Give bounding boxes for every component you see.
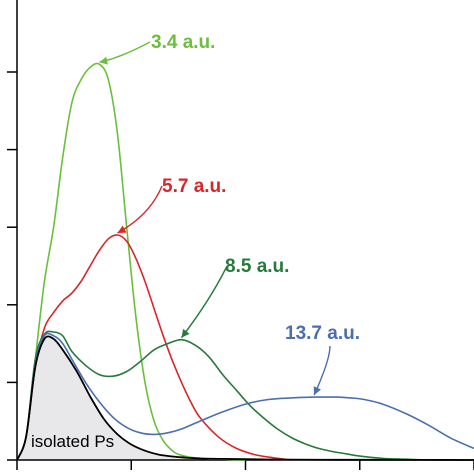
annotation-arrow	[99, 41, 151, 63]
annotation-arrowhead	[99, 56, 108, 65]
y-ticks	[7, 71, 17, 461]
series-lines	[16, 62, 474, 461]
label-8-5-au: 8.5 a.u.	[225, 256, 289, 277]
isolated-ps-shaded-area	[17, 336, 474, 460]
label-isolated-ps: isolated Ps	[31, 432, 114, 451]
series-line-8-5-a-u-	[16, 330, 429, 461]
annotation-arrow	[180, 267, 227, 339]
series-line-isolated-ps	[16, 335, 474, 461]
label-5-7-au: 5.7 a.u.	[162, 176, 226, 197]
label-13-7-au: 13.7 a.u.	[285, 323, 360, 344]
annotation-arrowhead	[117, 225, 127, 233]
annotation-arrowhead	[181, 328, 190, 338]
series-line-3-4-a-u-	[16, 62, 246, 461]
series-line-13-7-a-u-	[16, 332, 474, 461]
x-ticks	[16, 460, 474, 470]
series-line-5-7-a-u-	[16, 234, 292, 461]
label-3-4-au: 3.4 a.u.	[151, 32, 215, 53]
annotations: 3.4 a.u. 5.7 a.u. 8.5 a.u. 13.7 a.u. iso…	[31, 32, 360, 451]
annotation-arrowhead	[313, 386, 321, 396]
